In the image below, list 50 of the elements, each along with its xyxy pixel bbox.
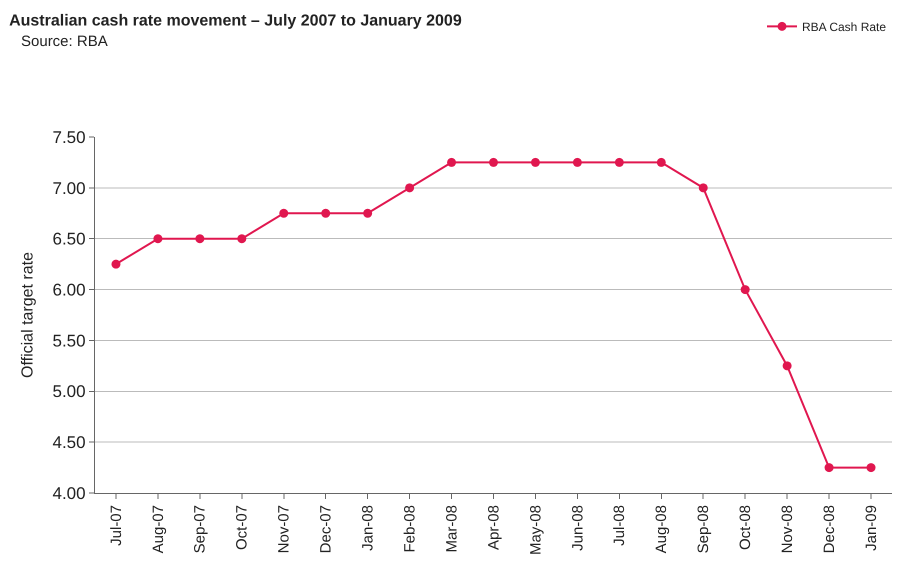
point — [572, 158, 582, 167]
y-axis-title: Official target rate — [19, 252, 36, 378]
source-note: Source: RBA — [21, 33, 108, 50]
x-tick-label: Dec-07 — [318, 505, 335, 554]
x-tick-label: Aug-07 — [150, 505, 167, 554]
x-tick-label: Apr-08 — [485, 505, 502, 550]
x-tick-label: Mar-08 — [443, 505, 460, 553]
y-tick-label: 7.00 — [52, 178, 86, 198]
point — [740, 285, 750, 294]
y-tick-label: 5.00 — [52, 382, 86, 402]
point — [279, 208, 288, 218]
x-tick-label: Nov-07 — [276, 505, 293, 554]
x-tick-label: Aug-08 — [653, 505, 670, 554]
point — [656, 158, 666, 167]
point — [405, 183, 414, 192]
x-tick-label: Jul-08 — [611, 505, 628, 546]
point — [237, 234, 246, 244]
chart-title: Australian cash rate movement – July 2007 to January 2009 — [9, 12, 462, 30]
point — [866, 463, 876, 472]
x-tick-label: Jan-09 — [862, 505, 880, 551]
x-tick-label: Oct-08 — [737, 505, 754, 550]
x-tick-label: Dec-08 — [820, 505, 838, 554]
point — [111, 260, 120, 269]
point — [153, 234, 162, 244]
point — [698, 183, 708, 192]
x-tick-label: Feb-08 — [401, 505, 418, 553]
point — [530, 158, 540, 167]
y-tick-label: 7.50 — [52, 128, 86, 147]
y-tick-label: 5.50 — [52, 331, 86, 350]
x-tick-label: Jul-07 — [108, 505, 125, 546]
x-tick-label: Sep-07 — [192, 505, 209, 554]
x-tick-label: Sep-08 — [695, 505, 712, 554]
point — [489, 158, 498, 167]
legend-label: RBA Cash Rate — [802, 20, 886, 34]
x-tick-label: May-08 — [527, 505, 544, 556]
x-tick-label: Jun-08 — [569, 505, 586, 551]
point — [614, 158, 624, 167]
point — [782, 361, 792, 370]
y-tick-label: 4.00 — [52, 484, 86, 503]
y-tick-label: 4.50 — [52, 433, 86, 452]
x-tick-label: Oct-07 — [234, 505, 251, 550]
point — [363, 208, 372, 218]
x-tick-label: Nov-08 — [779, 505, 796, 554]
y-tick-label: 6.00 — [52, 280, 86, 300]
point — [447, 158, 456, 167]
point — [321, 208, 330, 218]
point — [195, 234, 204, 244]
point — [824, 463, 834, 472]
x-tick-label: Jan-08 — [360, 505, 377, 551]
y-tick-label: 6.50 — [52, 230, 86, 249]
